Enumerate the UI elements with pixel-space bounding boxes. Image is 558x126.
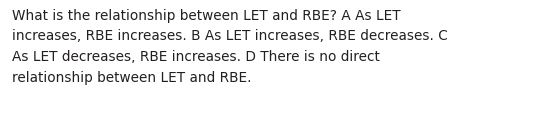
Text: What is the relationship between LET and RBE? A As LET
increases, RBE increases.: What is the relationship between LET and…: [12, 9, 448, 85]
